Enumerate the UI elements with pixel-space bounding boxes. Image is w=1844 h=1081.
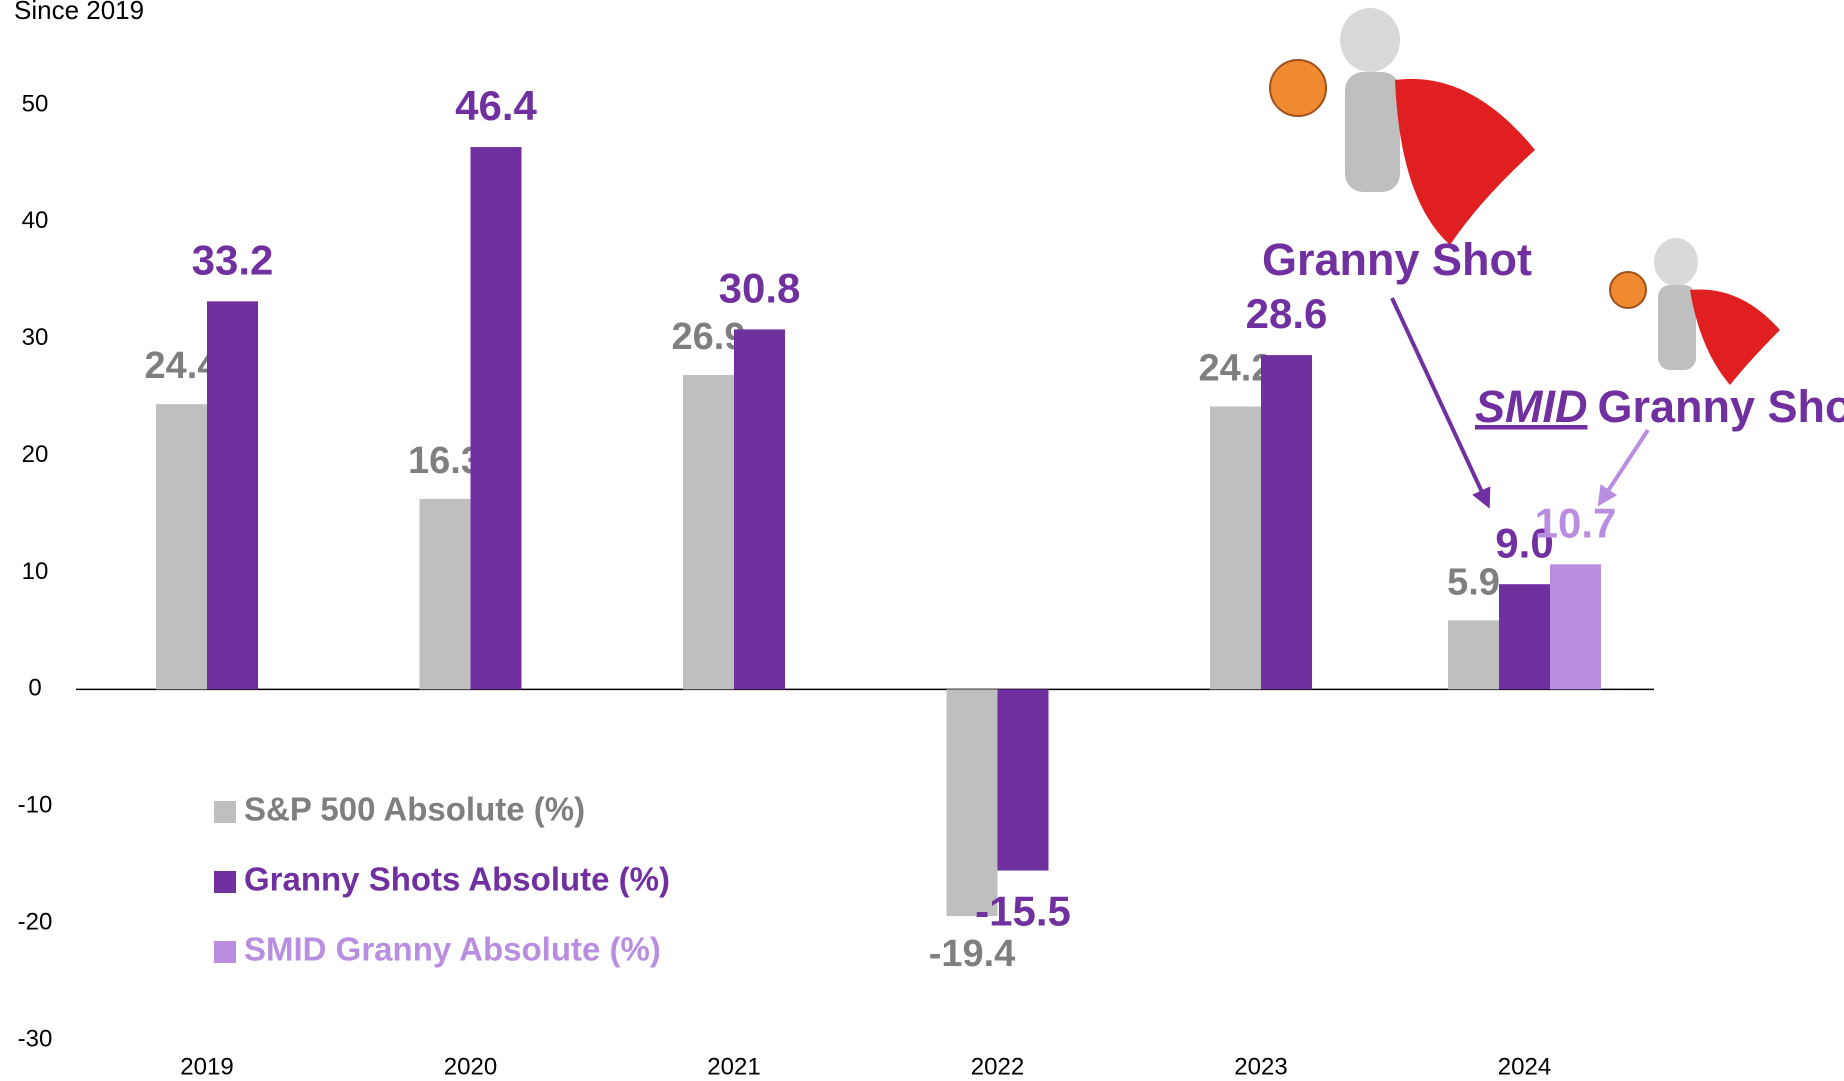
annotation: Granny Shot (1262, 234, 1532, 285)
bar (946, 689, 998, 917)
y-tick-label: 30 (22, 324, 49, 351)
legend-label: Granny Shots Absolute (%) (244, 861, 670, 898)
y-tick-label: 20 (22, 441, 49, 468)
value-label: 46.4 (455, 82, 537, 129)
x-tick-label: 2020 (444, 1053, 497, 1080)
value-label: 10.7 (1535, 499, 1617, 546)
value-label: 9.0 (1495, 519, 1553, 566)
value-label: -15.5 (975, 888, 1071, 935)
value-label: 28.6 (1246, 290, 1328, 337)
x-tick-label: 2019 (180, 1053, 233, 1080)
bar (1499, 584, 1550, 690)
legend-swatch (214, 801, 236, 823)
value-label: 5.9 (1447, 561, 1500, 603)
legend-swatch (214, 941, 236, 963)
value-label: 26.9 (672, 316, 746, 358)
bar (1550, 564, 1601, 690)
x-tick-label: 2021 (707, 1053, 760, 1080)
bar (1448, 620, 1499, 690)
annotation-text: Granny Shot* (1597, 381, 1844, 432)
value-label: -19.4 (929, 933, 1016, 975)
bar (419, 498, 471, 690)
y-tick-label: 50 (22, 90, 49, 117)
y-tick-label: 10 (22, 558, 49, 585)
value-label: 24.2 (1199, 348, 1273, 390)
value-label: 24.4 (145, 345, 219, 387)
mascot (1269, 8, 1535, 245)
bar (207, 301, 258, 690)
mascot-small (1609, 238, 1780, 385)
y-tick-label: 0 (28, 675, 41, 702)
value-label: 33.2 (192, 236, 274, 283)
x-tick-label: 2023 (1234, 1053, 1287, 1080)
legend-swatch (214, 871, 236, 893)
value-label: 16.3 (408, 440, 482, 482)
bar (683, 374, 734, 690)
bar (156, 404, 207, 690)
subtitle: Since 2019 (14, 0, 144, 25)
y-tick-label: 40 (22, 207, 49, 234)
bar (734, 329, 785, 690)
y-tick-label: -20 (18, 908, 53, 935)
bar (997, 689, 1049, 871)
legend-label: SMID Granny Absolute (%) (244, 931, 661, 968)
bar (1261, 355, 1312, 690)
arrow (1597, 428, 1650, 507)
arrow (1390, 297, 1491, 509)
y-tick-label: -10 (18, 792, 53, 819)
legend-label: S&P 500 Absolute (%) (244, 791, 585, 828)
bar (470, 147, 522, 690)
y-tick-label: -30 (18, 1025, 53, 1052)
annotation-prefix: SMID (1475, 381, 1588, 432)
bar (1210, 406, 1261, 690)
value-label: 30.8 (719, 264, 801, 311)
x-tick-label: 2024 (1498, 1053, 1551, 1080)
x-tick-label: 2022 (971, 1053, 1024, 1080)
